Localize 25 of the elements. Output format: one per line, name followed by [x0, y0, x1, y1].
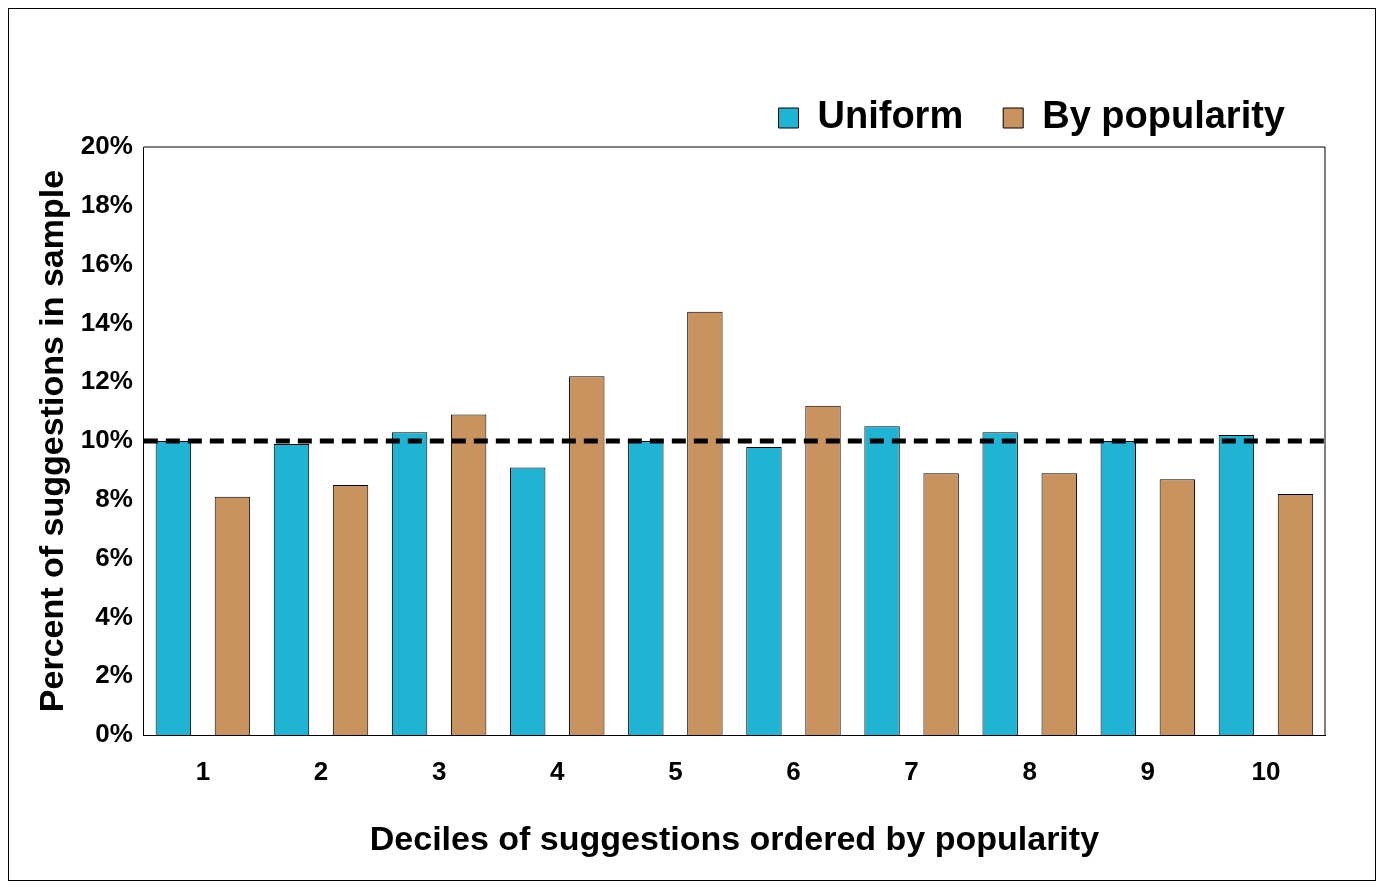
y-tick-label: 0% [95, 718, 133, 749]
y-tick-label: 14% [80, 306, 133, 337]
x-tick-label: 2 [313, 755, 329, 786]
x-tick-label: 10 [1251, 755, 1281, 786]
y-tick-label: 12% [80, 365, 133, 396]
legend-label: Uniform [817, 94, 964, 137]
x-axis-title: Deciles of suggestions ordered by popularity [369, 818, 1100, 857]
x-tick-label: 4 [550, 755, 566, 786]
y-axis-title: Percent of suggestions in sample [31, 169, 70, 713]
legend-label: By popularity [1042, 94, 1286, 137]
y-tick-label: 6% [95, 541, 133, 572]
y-tick-label: 2% [95, 659, 133, 690]
y-tick-label: 16% [80, 247, 133, 278]
x-tick-label: 1 [195, 755, 211, 786]
y-tick-label: 20% [80, 130, 133, 161]
x-tick-label: 7 [904, 755, 919, 786]
y-tick-label: 8% [95, 482, 133, 513]
x-tick-label: 8 [1022, 755, 1037, 786]
y-tick-label: 4% [95, 600, 133, 631]
x-tick-label: 5 [668, 755, 683, 786]
x-tick-label: 3 [431, 755, 447, 786]
y-tick-label: 18% [80, 188, 133, 219]
y-tick-label: 10% [80, 424, 133, 455]
x-tick-label: 6 [786, 755, 801, 786]
x-tick-label: 9 [1140, 755, 1156, 786]
